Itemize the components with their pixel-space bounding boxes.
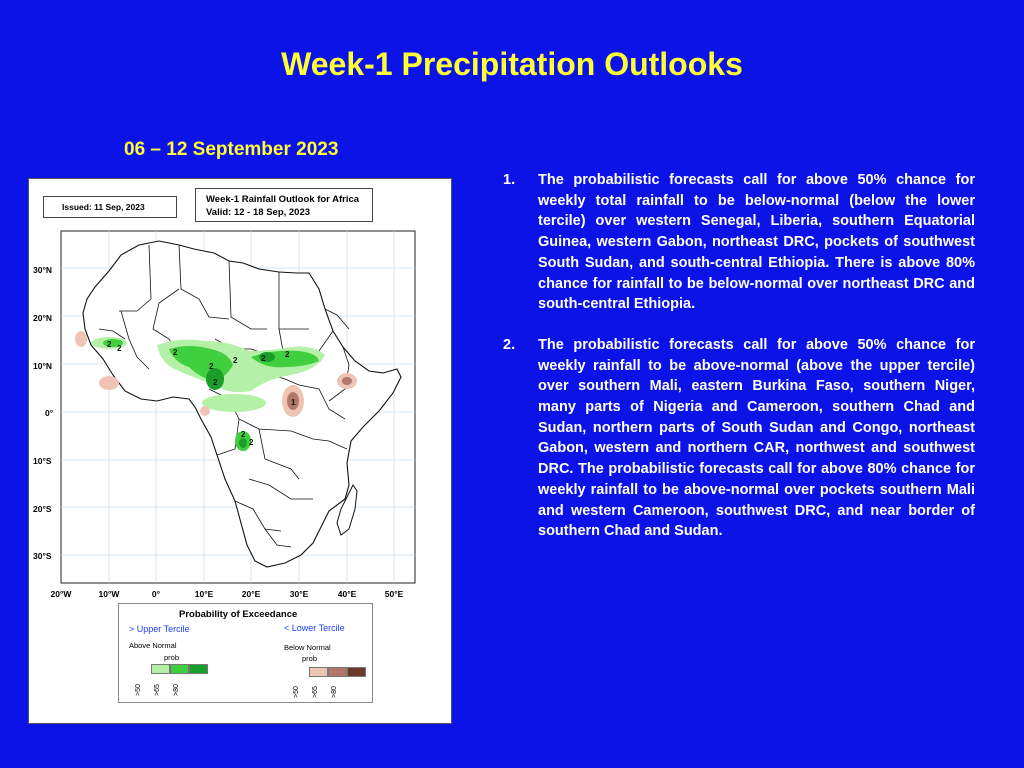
- lat-label: 10°N: [33, 361, 52, 371]
- bullet-text: The probabilistic forecasts call for abo…: [538, 336, 975, 540]
- lon-label: 40°E: [337, 589, 357, 599]
- svg-text:2: 2: [173, 348, 178, 357]
- legend-title: Probability of Exceedance: [179, 609, 298, 620]
- legend-prob-label: prob: [302, 654, 318, 663]
- lat-label: 30°S: [33, 551, 52, 561]
- svg-text:2: 2: [209, 362, 214, 371]
- lon-label: 20°E: [241, 589, 261, 599]
- bullet-text: The probabilistic forecasts call for abo…: [538, 172, 975, 313]
- bullet-number: 2.: [503, 336, 516, 353]
- bullet-item: 1. The probabilistic forecasts call for …: [503, 170, 975, 315]
- legend-tick: >65: [312, 686, 319, 698]
- lon-label: 0°: [151, 589, 161, 599]
- lat-label: 20°N: [33, 313, 52, 323]
- svg-text:2: 2: [249, 438, 254, 447]
- below-swatch-80: [347, 667, 366, 677]
- bullet-item: 2. The probabilistic forecasts call for …: [503, 335, 975, 542]
- below-normal-areas: [75, 331, 357, 417]
- svg-text:2: 2: [261, 354, 266, 363]
- below-swatch-65: [328, 667, 347, 677]
- legend-tick: >80: [331, 686, 338, 698]
- svg-text:2: 2: [117, 344, 122, 353]
- legend-lower-tercile: < Lower Tercile: [284, 623, 345, 633]
- forecast-bullets: 1. The probabilistic forecasts call for …: [503, 170, 975, 562]
- legend-tick: >50: [293, 686, 300, 698]
- slide-title: Week-1 Precipitation Outlooks: [281, 46, 743, 82]
- outlook-valid: Valid: 12 - 18 Sep, 2023: [206, 207, 311, 218]
- legend-above-normal: Above Normal: [129, 641, 177, 650]
- legend-tick: >65: [154, 684, 161, 696]
- outlook-title: Week-1 Rainfall Outlook for Africa: [206, 194, 360, 205]
- above-swatch-50: [151, 664, 170, 674]
- above-swatch-65: [170, 664, 189, 674]
- svg-text:2: 2: [233, 356, 238, 365]
- below-swatch-50: [309, 667, 328, 677]
- svg-text:2: 2: [213, 378, 218, 387]
- lon-label: 20°W: [50, 589, 72, 599]
- bullet-number: 1.: [503, 172, 516, 188]
- legend-upper-tercile: > Upper Tercile: [129, 624, 190, 634]
- lon-label: 10°E: [194, 589, 214, 599]
- probability-legend: Probability of Exceedance > Upper Tercil…: [118, 603, 373, 703]
- legend-prob-label: prob: [164, 653, 180, 662]
- lon-label: 50°E: [384, 589, 404, 599]
- outlook-title-box: Week-1 Rainfall Outlook for Africa Valid…: [195, 188, 373, 222]
- above-normal-areas: [91, 337, 325, 451]
- lat-label: 20°S: [33, 504, 52, 514]
- svg-text:2: 2: [285, 350, 290, 359]
- above-swatch-80: [189, 664, 208, 674]
- lon-label: 30°E: [289, 589, 309, 599]
- svg-text:1: 1: [291, 398, 296, 407]
- issued-date-box: Issued: 11 Sep, 2023: [43, 196, 177, 218]
- lat-label: 10°S: [33, 456, 52, 466]
- legend-tick: >80: [173, 684, 180, 696]
- legend-tick: >50: [135, 684, 142, 696]
- svg-text:2: 2: [241, 430, 246, 439]
- madagascar-outline: [336, 484, 358, 536]
- lat-label: 0°: [45, 408, 54, 418]
- svg-text:2: 2: [107, 340, 112, 349]
- lon-label: 10°W: [98, 589, 120, 599]
- date-range: 06 – 12 September 2023: [124, 139, 339, 160]
- lat-label: 30°N: [33, 265, 52, 275]
- legend-below-normal: Below Normal: [284, 643, 331, 652]
